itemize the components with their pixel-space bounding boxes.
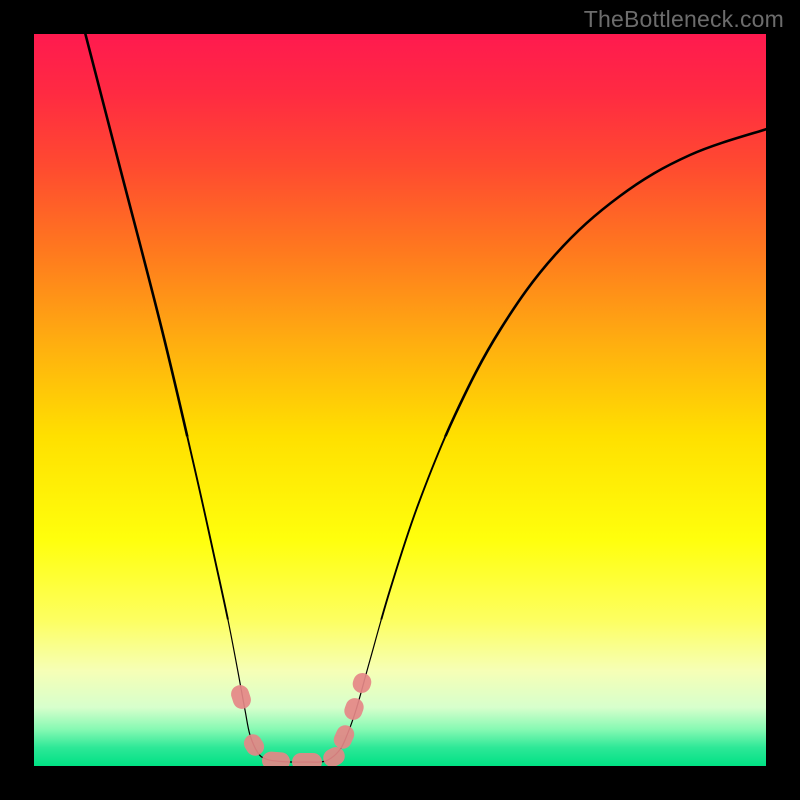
marker-capsule <box>261 751 290 766</box>
marker-layer <box>34 34 766 766</box>
marker-capsule <box>342 696 366 723</box>
marker-capsule <box>229 683 254 711</box>
marker-capsule <box>350 671 373 696</box>
frame-left <box>0 34 34 766</box>
marker-capsule <box>292 753 322 766</box>
frame-bottom <box>0 766 800 800</box>
frame-right <box>766 34 800 766</box>
watermark-text: TheBottleneck.com <box>584 6 784 33</box>
marker-capsule <box>241 731 268 759</box>
plot-area <box>34 34 766 766</box>
